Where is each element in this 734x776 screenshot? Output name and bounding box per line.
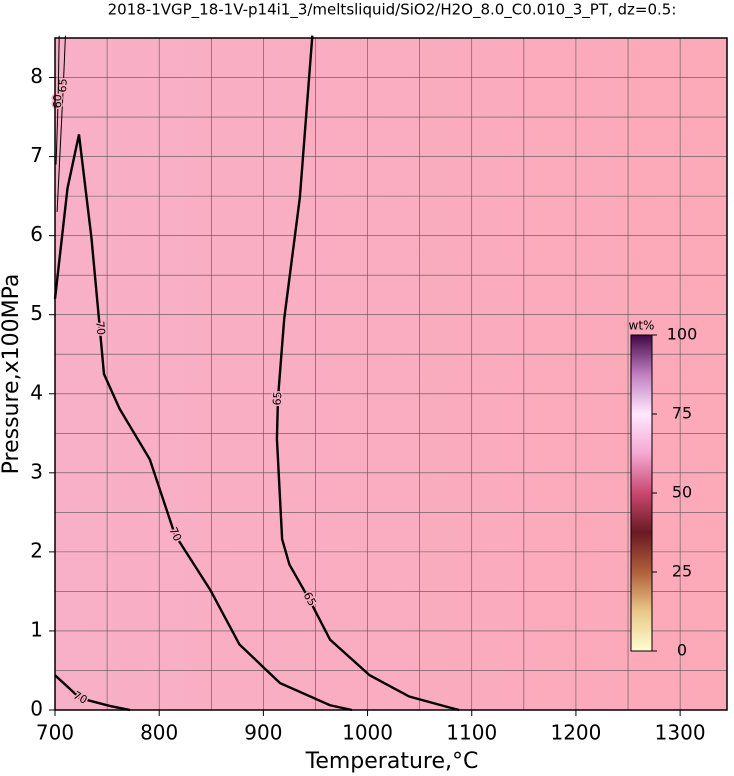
y-tick-label: 5 (30, 301, 43, 325)
contour-line (53, 134, 353, 712)
y-tick-label: 7 (30, 143, 43, 167)
contour-label: 70 (93, 321, 107, 336)
y-tick-label: 1 (30, 617, 43, 641)
contour-line (275, 35, 460, 712)
y-tick-label: 4 (30, 380, 43, 404)
contour-line (56, 35, 66, 212)
contour-label: 60 (51, 94, 64, 108)
colorbar-tick-label: 100 (667, 325, 698, 344)
y-tick-label: 8 (30, 64, 43, 88)
colorbar-tick-label: 0 (677, 641, 687, 660)
x-tick-label: 700 (36, 721, 74, 745)
y-axis-label: Pressure,x100MPa (0, 274, 24, 475)
contour-label: 65 (271, 391, 285, 406)
colorbar-label: wt% (629, 319, 655, 333)
colorbar (630, 334, 653, 652)
colorbar-tick-label: 75 (672, 404, 692, 423)
colorbar-tick-label: 25 (672, 562, 692, 581)
x-tick-label: 1000 (342, 721, 393, 745)
x-tick-label: 1200 (550, 721, 601, 745)
chart-title: 2018-1VGP_18-1V-p14i1_3/meltsliquid/SiO2… (108, 1, 677, 20)
contour-line (54, 674, 131, 712)
x-tick-label: 1300 (655, 721, 706, 745)
contour-line (55, 35, 60, 165)
x-tick-label: 800 (140, 721, 178, 745)
plot-background (55, 38, 727, 710)
y-tick-label: 3 (30, 459, 43, 483)
y-tick-label: 0 (30, 697, 43, 721)
x-tick-label: 1100 (446, 721, 497, 745)
plot-frame (54, 37, 728, 711)
x-tick-label: 900 (244, 721, 282, 745)
x-axis-label: Temperature,°C (305, 749, 479, 774)
y-tick-label: 6 (30, 222, 43, 246)
colorbar-tick-label: 50 (672, 483, 692, 502)
y-tick-label: 2 (30, 538, 43, 562)
